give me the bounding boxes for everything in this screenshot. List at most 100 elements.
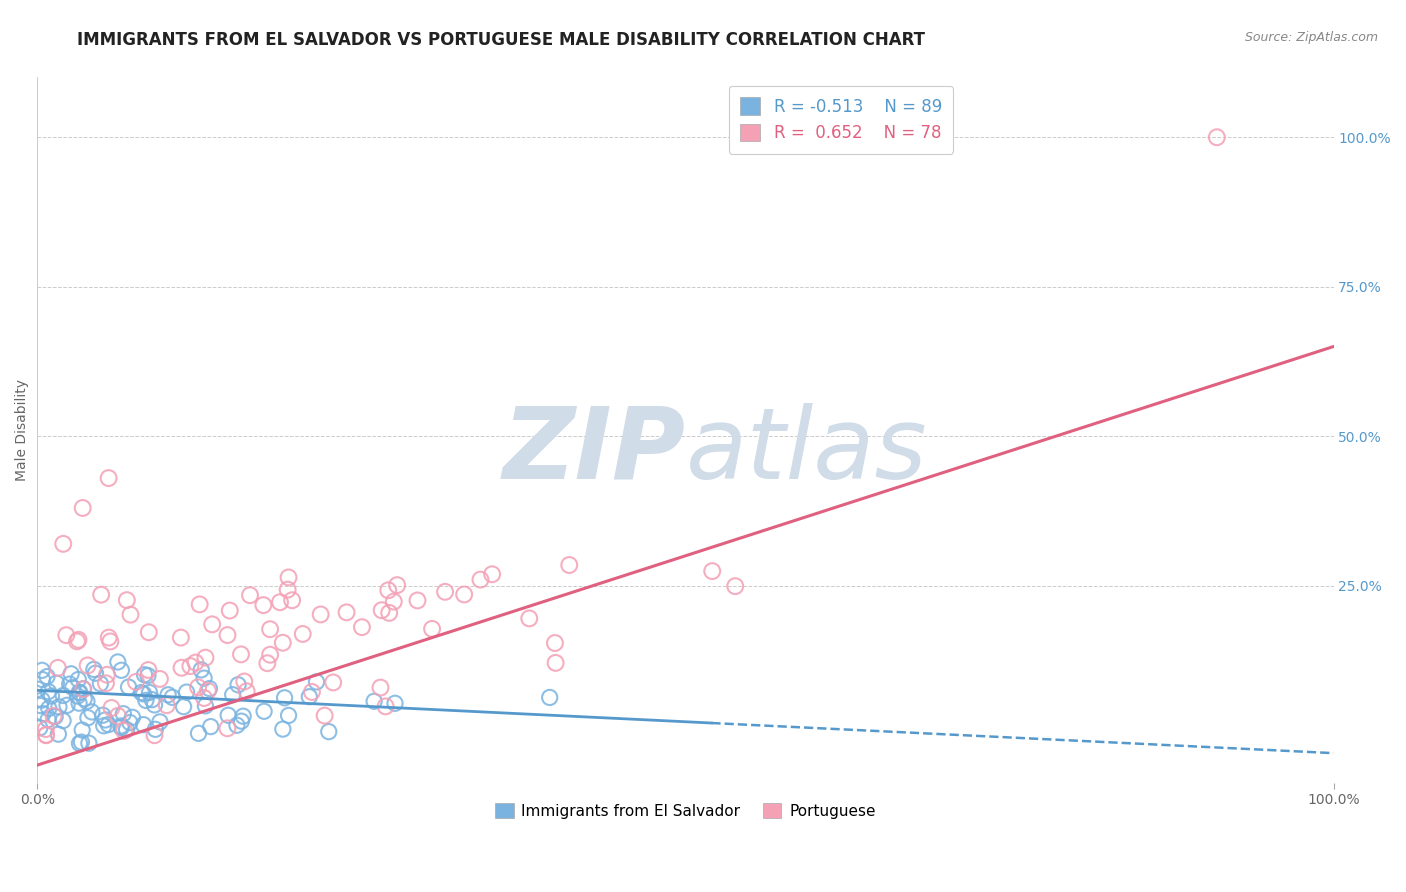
Point: [35, 728, 58, 742]
Point: [30, 698, 52, 713]
Point: [135, 693, 157, 707]
Point: [115, 723, 138, 737]
Point: [170, 661, 193, 675]
Point: [201, 617, 224, 632]
Point: [67, 686, 90, 700]
Point: [118, 715, 141, 730]
Point: [112, 706, 135, 721]
Point: [256, 656, 278, 670]
Point: [470, 573, 492, 587]
Point: [138, 685, 160, 699]
Point: [378, 606, 401, 620]
Point: [217, 708, 239, 723]
Point: [281, 593, 304, 607]
Point: [271, 636, 294, 650]
Point: [143, 728, 166, 742]
Point: [305, 674, 328, 689]
Point: [94, 713, 117, 727]
Point: [217, 721, 239, 735]
Point: [226, 718, 249, 732]
Point: [52, 537, 75, 551]
Point: [314, 708, 336, 723]
Point: [271, 722, 294, 736]
Point: [110, 721, 132, 735]
Point: [41, 689, 63, 703]
Point: [301, 685, 323, 699]
Point: [193, 671, 215, 685]
Point: [67, 632, 90, 647]
Point: [194, 698, 217, 713]
Point: [56, 698, 79, 713]
Point: [80, 705, 103, 719]
Point: [193, 691, 215, 706]
Text: Source: ZipAtlas.com: Source: ZipAtlas.com: [1244, 31, 1378, 45]
Point: [37, 713, 59, 727]
Point: [453, 587, 475, 601]
Point: [253, 704, 276, 718]
Point: [138, 625, 160, 640]
Point: [269, 595, 291, 609]
Point: [97, 631, 120, 645]
Point: [149, 714, 172, 729]
Point: [179, 659, 201, 673]
Point: [93, 719, 115, 733]
Point: [322, 675, 344, 690]
Point: [420, 622, 443, 636]
Point: [131, 685, 153, 699]
Point: [226, 678, 249, 692]
Point: [27, 682, 49, 697]
Point: [188, 598, 211, 612]
Text: IMMIGRANTS FROM EL SALVADOR VS PORTUGUESE MALE DISABILITY CORRELATION CHART: IMMIGRANTS FROM EL SALVADOR VS PORTUGUES…: [77, 31, 925, 49]
Point: [45, 676, 67, 690]
Point: [259, 622, 281, 636]
Point: [160, 690, 183, 705]
Point: [702, 564, 724, 578]
Point: [273, 690, 295, 705]
Point: [48, 699, 70, 714]
Point: [517, 611, 540, 625]
Point: [141, 692, 163, 706]
Point: [1205, 130, 1227, 145]
Point: [184, 656, 207, 670]
Point: [67, 673, 90, 687]
Point: [120, 607, 142, 622]
Point: [83, 662, 105, 676]
Point: [217, 628, 239, 642]
Point: [377, 583, 399, 598]
Text: atlas: atlas: [685, 403, 927, 500]
Point: [221, 688, 243, 702]
Point: [112, 723, 135, 738]
Point: [73, 691, 96, 706]
Point: [558, 558, 581, 572]
Y-axis label: Male Disability: Male Disability: [15, 379, 30, 482]
Point: [239, 588, 262, 602]
Point: [291, 627, 314, 641]
Point: [370, 603, 392, 617]
Point: [35, 722, 58, 736]
Point: [235, 684, 257, 698]
Point: [72, 500, 94, 515]
Point: [318, 724, 340, 739]
Point: [35, 670, 58, 684]
Point: [187, 726, 209, 740]
Point: [259, 648, 281, 662]
Point: [76, 694, 98, 708]
Point: [218, 603, 240, 617]
Point: [96, 667, 118, 681]
Point: [91, 708, 114, 723]
Point: [84, 666, 107, 681]
Point: [69, 685, 91, 699]
Point: [157, 688, 180, 702]
Point: [229, 648, 252, 662]
Point: [232, 709, 254, 723]
Point: [277, 570, 299, 584]
Point: [190, 663, 212, 677]
Point: [194, 650, 217, 665]
Point: [145, 723, 167, 737]
Point: [52, 689, 75, 703]
Point: [117, 680, 139, 694]
Point: [60, 666, 83, 681]
Point: [481, 567, 503, 582]
Point: [382, 594, 405, 608]
Legend: Immigrants from El Salvador, Portuguese: Immigrants from El Salvador, Portuguese: [489, 797, 882, 825]
